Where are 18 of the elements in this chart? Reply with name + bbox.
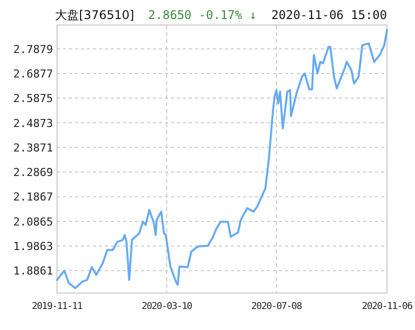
y-tick-label: 2.0865 [13,215,53,228]
y-tick-label: 2.2869 [13,166,53,180]
text: 2020-11-06 15:00 [271,8,387,22]
y-tick-label: 2.6877 [13,68,53,81]
x-tick-label: 2020-11-06 [362,301,414,312]
x-tick-label: 2020-03-10 [142,301,193,312]
y-tick-label: 1.9863 [13,240,53,253]
x-tick-label: 2020-07-08 [251,301,302,312]
line-series [56,28,388,290]
x-tick-label: 2019-11-11 [32,301,84,312]
y-tick-label: 2.5875 [13,92,53,106]
y-tick-label: 2.4873 [13,116,53,130]
y-tick-label: 1.8861 [13,264,53,278]
y-tick-label: 2.1867 [13,190,53,204]
chart-title: 大盘[376510] [55,8,134,22]
y-tick-label: 2.7879 [13,42,53,56]
y-tick-label: 2.3871 [13,141,53,154]
chart-subtitle: 2.8650 -0.17% ↓ [148,8,257,22]
